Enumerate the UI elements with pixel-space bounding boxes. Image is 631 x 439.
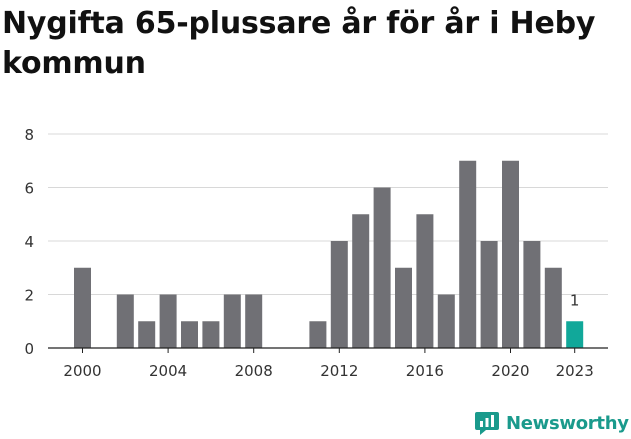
bar-2013 [352,214,370,348]
bar-chart: 0 2 4 6 8 1 2000 2004 2008 2012 2016 2020 2023 [24,126,608,380]
bar-2015 [395,267,412,348]
bar-2008 [245,294,263,348]
y-tick-label: 2 [24,287,34,305]
x-tick-label: 2012 [320,362,358,380]
y-tick-label: 6 [24,180,34,198]
bar-2006 [202,321,220,348]
data-label: 1 [570,291,580,309]
bar-2016 [416,214,434,348]
bar-2023 [566,321,584,348]
bar-2004 [159,294,177,348]
bar-2005 [181,321,198,348]
bar-2000 [74,267,91,348]
chart-title: Nygifta 65-plussare år för år i Heby kom… [2,6,596,81]
x-tick-label: 2004 [149,362,187,380]
bar-2002 [116,294,134,348]
bar-2003 [138,321,156,348]
x-tick-label: 2016 [406,362,444,380]
bar-2014 [373,187,391,348]
y-tick-label: 8 [24,126,34,144]
x-tick-label: 2008 [235,362,273,380]
x-tick-label: 2020 [491,362,529,380]
x-tick-label: 2000 [63,362,101,380]
bar-2007 [223,294,241,348]
bar-2018 [459,160,477,348]
bar-2011 [309,321,327,348]
x-tick-label: 2023 [556,362,594,380]
bar-2021 [523,241,541,348]
y-tick-label: 4 [24,233,34,251]
bar-2020 [502,160,519,348]
bar-2019 [480,241,498,348]
bar-2022 [544,267,562,348]
newsworthy-logo-icon [475,412,499,435]
newsworthy-logo: Newsworthy [474,408,629,438]
bar-2017 [437,294,455,348]
y-tick-label: 0 [24,340,34,358]
bar-2012 [330,241,348,348]
logo-text: Newsworthy [506,412,629,434]
